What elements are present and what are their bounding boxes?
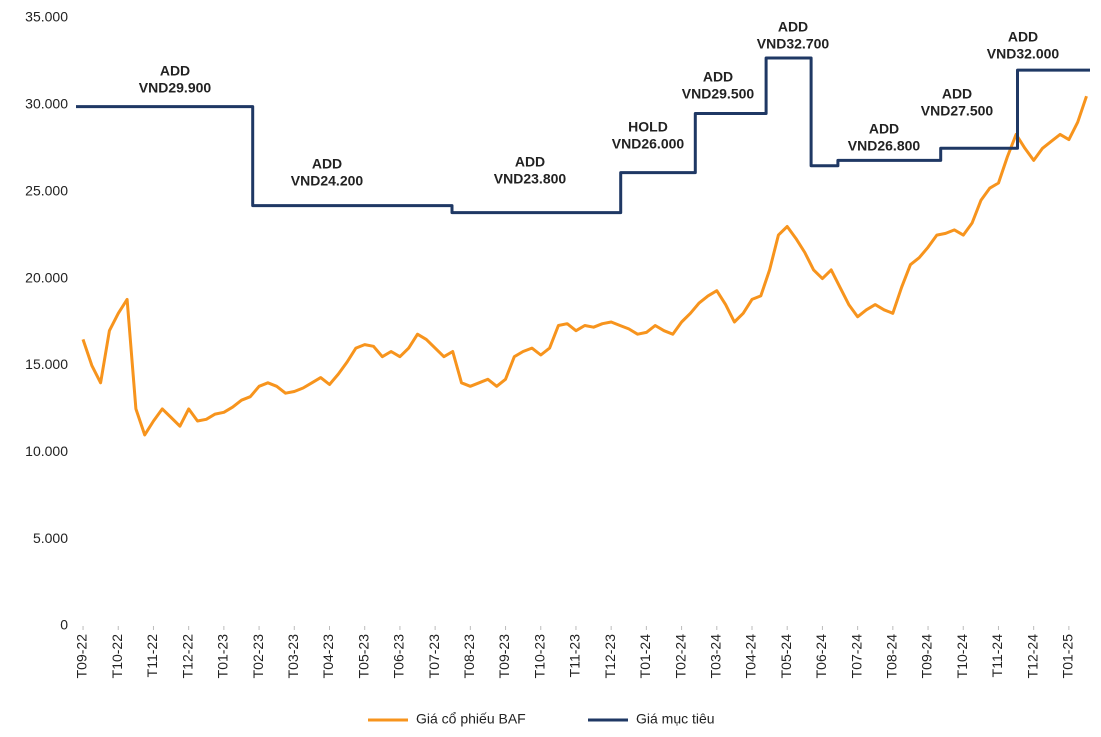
x-tick-label: T09-24 bbox=[919, 634, 935, 679]
annotation: ADD bbox=[1008, 29, 1038, 45]
legend-label: Giá mục tiêu bbox=[636, 711, 715, 727]
y-tick-label: 10.000 bbox=[25, 443, 68, 459]
x-tick-label: T01-23 bbox=[215, 634, 231, 679]
annotation: VND27.500 bbox=[921, 103, 994, 119]
x-tick-label: T06-23 bbox=[391, 634, 407, 679]
y-tick-label: 15.000 bbox=[25, 356, 68, 372]
series-line bbox=[76, 56, 1090, 215]
x-tick-label: T03-24 bbox=[707, 634, 723, 679]
annotation: ADD bbox=[778, 19, 808, 35]
y-tick-label: 20.000 bbox=[25, 269, 68, 285]
x-tick-label: T08-24 bbox=[884, 634, 900, 679]
x-tick-label: T01-25 bbox=[1060, 634, 1076, 679]
x-tick-label: T12-23 bbox=[602, 634, 618, 679]
y-tick-label: 0 bbox=[60, 617, 68, 633]
x-tick-label: T01-24 bbox=[637, 634, 653, 679]
annotation: VND29.900 bbox=[139, 80, 212, 96]
legend-label: Giá cổ phiếu BAF bbox=[416, 711, 526, 727]
x-tick-label: T11-22 bbox=[144, 634, 160, 678]
annotation: VND26.000 bbox=[612, 136, 685, 152]
x-tick-label: T08-23 bbox=[461, 634, 477, 679]
x-tick-label: T06-24 bbox=[813, 634, 829, 679]
annotation: ADD bbox=[160, 63, 190, 79]
x-tick-label: T03-23 bbox=[285, 634, 301, 679]
annotation: VND26.800 bbox=[848, 138, 921, 154]
x-tick-label: T11-24 bbox=[989, 634, 1005, 678]
annotation: ADD bbox=[942, 86, 972, 102]
annotation: ADD bbox=[869, 121, 899, 137]
x-tick-label: T04-23 bbox=[320, 634, 336, 679]
y-tick-label: 30.000 bbox=[25, 96, 68, 112]
annotation: VND24.200 bbox=[291, 173, 364, 189]
annotation: VND32.700 bbox=[757, 36, 830, 52]
x-tick-label: T07-24 bbox=[848, 634, 864, 679]
annotation: VND29.500 bbox=[682, 86, 755, 102]
annotation: ADD bbox=[703, 69, 733, 85]
annotation: ADD bbox=[312, 156, 342, 172]
x-tick-label: T09-22 bbox=[74, 634, 90, 679]
x-tick-label: T05-24 bbox=[778, 634, 794, 679]
x-tick-label: T10-22 bbox=[109, 634, 125, 679]
annotation: ADD bbox=[515, 154, 545, 170]
annotation: VND23.800 bbox=[494, 171, 567, 187]
x-tick-label: T10-24 bbox=[954, 634, 970, 679]
x-tick-label: T12-22 bbox=[179, 634, 195, 679]
y-tick-label: 5.000 bbox=[33, 530, 68, 546]
x-tick-label: T05-23 bbox=[355, 634, 371, 679]
x-tick-label: T02-24 bbox=[672, 634, 688, 679]
annotation: VND32.000 bbox=[987, 46, 1060, 62]
x-tick-label: T04-24 bbox=[743, 634, 759, 679]
x-tick-label: T07-23 bbox=[426, 634, 442, 679]
x-tick-label: T12-24 bbox=[1024, 634, 1040, 679]
x-tick-label: T02-23 bbox=[250, 634, 266, 679]
x-tick-label: T09-23 bbox=[496, 634, 512, 679]
annotation: HOLD bbox=[628, 119, 668, 135]
y-tick-label: 35.000 bbox=[25, 9, 68, 25]
x-tick-label: T11-23 bbox=[567, 634, 583, 678]
y-tick-label: 25.000 bbox=[25, 182, 68, 198]
x-tick-label: T10-23 bbox=[531, 634, 547, 679]
series-line bbox=[81, 95, 1088, 437]
